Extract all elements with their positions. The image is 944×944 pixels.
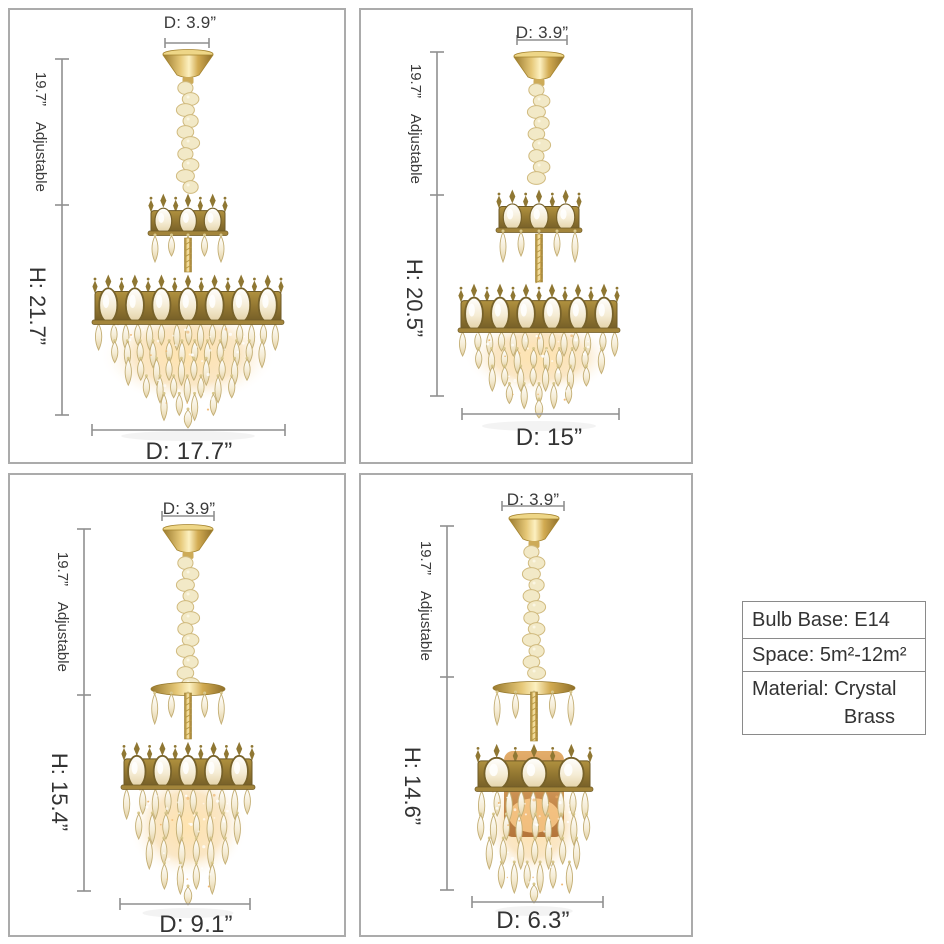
chandelier-illustration [430,35,621,431]
chandelier-illustration [55,38,286,441]
size-panel-17-7: D: 3.9” 19.7” Adjustable H: 21.7” D: 17.7… [8,8,346,465]
spec-bulb-base: Bulb Base: E14 [743,602,925,639]
adjustable-word: Adjustable [417,591,434,662]
adjustable-value: 19.7” [417,540,434,576]
adjustable-height-label: 19.7” Adjustable [54,552,71,672]
adjustable-height-label: 19.7” Adjustable [417,541,434,661]
fixture-diameter-label: D: 15” [515,424,583,451]
adjustable-word: Adjustable [407,114,424,185]
adjustable-value: 19.7” [32,71,49,107]
adjustable-word: Adjustable [32,122,49,193]
spec-material-line1: Material: Crystal [752,678,897,700]
fixture-diameter-label: D: 6.3” [496,907,570,934]
fixture-diameter-label: D: 17.7” [145,438,233,465]
size-panel-9-1: D: 3.9” 19.7” Adjustable H: 15.4” D: 9.1” [8,473,346,938]
spec-material: Material: Crystal Brass [743,672,925,734]
adjustable-word: Adjustable [54,602,71,673]
adjustable-height-label: 19.7” Adjustable [407,64,424,184]
adjustable-value: 19.7” [54,551,71,587]
spec-space: Space: 5m²-12m² [743,639,925,672]
spec-box: Bulb Base: E14 Space: 5m²-12m² Material:… [742,601,926,735]
size-panel-15: D: 3.9” 19.7” Adjustable H: 20.5” D: 15” [359,8,693,464]
fixture-height-label: H: 15.4” [47,752,72,832]
adjustable-value: 19.7” [407,63,424,99]
fixture-diameter-label: D: 9.1” [159,911,233,938]
fixture-height-label: H: 21.7” [25,266,50,346]
canopy-diameter-label: D: 3.9” [163,13,217,32]
fixture-height-label: H: 20.5” [402,258,427,338]
canopy-diameter-label: D: 3.9” [515,23,569,42]
adjustable-height-label: 19.7” Adjustable [32,72,49,192]
fixture-height-label: H: 14.6” [400,746,425,826]
chandelier-illustration [77,511,256,918]
spec-material-line2: Brass [843,706,895,728]
size-panel-6-3: D: 3.9” 19.7” Adjustable H: 14.6” D: 6.3” [359,473,693,937]
canopy-diameter-label: D: 3.9” [162,499,216,518]
canopy-diameter-label: D: 3.9” [506,490,560,509]
chandelier-illustration [440,501,604,916]
